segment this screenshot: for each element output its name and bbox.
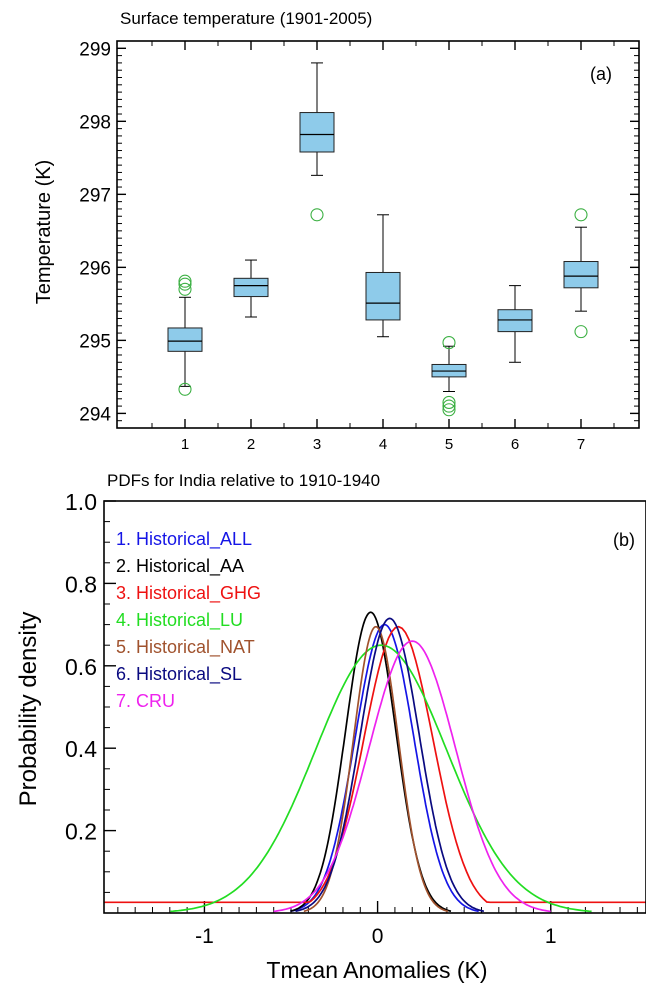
boxplot-panel: Surface temperature (1901-2005) (a) Temp…: [33, 9, 640, 453]
x-tick-label: 0: [372, 925, 384, 948]
outlier-point: [574, 208, 588, 222]
y-tick-label: 294: [79, 404, 111, 425]
pdf-y-axis-label: Probability density: [15, 612, 42, 807]
pdf-curve: [295, 617, 485, 913]
pdf-x-axis-label: Tmean Anomalies (K): [266, 957, 487, 983]
x-tick-label: 4: [379, 436, 387, 453]
pdf-title: PDFs for India relative to 1910-1940: [107, 471, 380, 490]
x-tick-label: 7: [577, 436, 585, 453]
legend-entry: 2. Historical_AA: [116, 556, 244, 577]
box: [563, 261, 599, 289]
outlier-point: [310, 208, 324, 222]
y-tick-label: 298: [79, 112, 111, 133]
outlier-point: [442, 395, 456, 409]
legend-entry: 1. Historical_ALL: [116, 529, 252, 550]
boxplot-panel-label: (a): [590, 64, 612, 84]
outlier-point: [178, 277, 192, 291]
y-tick-label: 0.8: [65, 571, 97, 597]
outlier-point: [178, 274, 192, 288]
y-tick-label: 0.4: [65, 736, 97, 762]
pdf-panel-label: (b): [613, 530, 635, 550]
pdf-curves: [104, 611, 646, 913]
outlier-point: [442, 336, 456, 350]
boxplot-y-axis-label: Temperature (K): [33, 160, 55, 305]
box: [167, 327, 203, 352]
x-tick-label: 3: [313, 436, 321, 453]
y-tick-label: 297: [79, 185, 111, 206]
boxplot-title: Surface temperature (1901-2005): [120, 9, 372, 28]
x-tick-label: 5: [445, 436, 453, 453]
outlier-point: [178, 282, 192, 296]
outlier-point: [574, 325, 588, 339]
boxplot-ticks: 294 295 296 297 298 299 1 2 3 4 5 6 7: [79, 39, 639, 453]
y-tick-label: 296: [79, 258, 111, 279]
box: [299, 112, 335, 153]
pdf-curve: [170, 644, 592, 913]
x-tick-label: 2: [247, 436, 255, 453]
legend-entry: 6. Historical_SL: [116, 664, 242, 685]
y-tick-label: 299: [79, 39, 111, 60]
outlier-point: [442, 399, 456, 413]
y-tick-label: 0.6: [65, 654, 97, 680]
boxplot-frame: [116, 40, 640, 429]
pdf-curve: [273, 640, 551, 913]
y-tick-label: 0.2: [65, 819, 97, 845]
pdf-frame: [103, 500, 646, 914]
legend-entry: 4. Historical_LU: [116, 610, 243, 631]
pdf-ticks: 0.2 0.4 0.6 0.8 1.0 -1 0 1: [65, 489, 638, 948]
box: [233, 277, 269, 298]
x-tick-label: 6: [511, 436, 519, 453]
pdf-curve: [290, 623, 479, 913]
pdf-legend: 1. Historical_ALL 2. Historical_AA 3. Hist…: [116, 529, 261, 711]
pdf-curve: [303, 625, 449, 913]
legend-entry: 7. CRU: [116, 691, 175, 711]
x-tick-label: -1: [195, 925, 214, 948]
legend-entry: 5. Historical_NAT: [116, 637, 255, 658]
box: [365, 271, 401, 321]
pdf-curve: [104, 625, 646, 904]
boxplot-boxes: [167, 62, 599, 417]
y-tick-label: 295: [79, 331, 111, 352]
box: [497, 309, 533, 333]
x-tick-label: 1: [181, 436, 189, 453]
pdf-panel: PDFs for India relative to 1910-1940 (b)…: [15, 471, 646, 983]
outlier-point: [178, 382, 192, 396]
x-tick-label: 1: [545, 925, 557, 948]
y-tick-label: 1.0: [65, 489, 97, 515]
legend-entry: 3. Historical_GHG: [116, 583, 261, 604]
outlier-point: [442, 403, 456, 417]
